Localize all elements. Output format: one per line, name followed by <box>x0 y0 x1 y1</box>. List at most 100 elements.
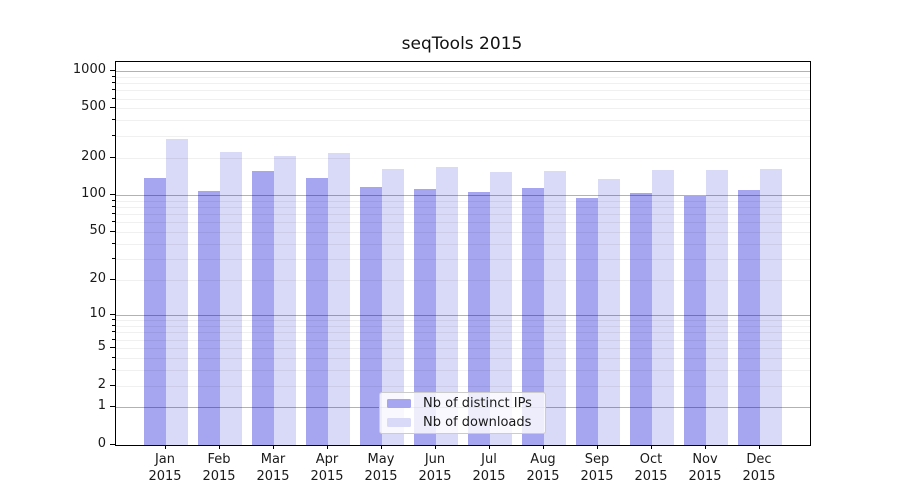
y-gridline-minor <box>116 222 810 224</box>
y-axis-tick-label: 2 <box>97 376 106 392</box>
y-axis-tick-label: 1 <box>97 398 106 414</box>
grid-layer <box>116 62 810 445</box>
y-gridline-major <box>116 315 810 317</box>
y-axis-minor-tick <box>112 206 115 208</box>
y-gridline-minor <box>116 243 810 245</box>
y-gridline-minor <box>116 98 810 100</box>
legend-item-distinct-ips: Nb of distinct IPs <box>387 396 537 412</box>
x-axis-tick <box>489 445 490 449</box>
x-axis-year: 2015 <box>364 469 398 484</box>
x-axis-year: 2015 <box>634 469 668 484</box>
legend-item-downloads: Nb of downloads <box>387 415 537 431</box>
y-axis-minor-tick <box>112 135 115 136</box>
x-axis-tick-label: Jan 2015 <box>138 451 192 485</box>
x-axis-tick-label: Feb 2015 <box>192 451 246 485</box>
bar-downloads-oct <box>652 170 674 445</box>
y-axis-minor-tick <box>112 258 115 260</box>
y-axis-tick-label: 100 <box>81 186 106 202</box>
x-axis-tick-label: Apr 2015 <box>300 451 354 485</box>
x-axis-year: 2015 <box>688 469 722 484</box>
y-axis-tick-label: 20 <box>89 271 106 287</box>
y-gridline-minor <box>116 326 810 328</box>
y-axis-tick-label: 200 <box>81 148 106 164</box>
y-gridline-minor <box>116 83 810 85</box>
y-gridline-minor <box>116 357 810 359</box>
x-axis-year: 2015 <box>256 469 290 484</box>
legend-label-distinct-ips: Nb of distinct IPs <box>423 395 532 411</box>
bars-layer <box>116 62 810 445</box>
bar-downloads-nov <box>706 170 728 445</box>
y-gridline-minor <box>116 108 810 110</box>
y-axis-tick-label: 0 <box>97 436 106 451</box>
y-gridline-minor <box>116 214 810 216</box>
y-axis-minor-tick <box>112 199 115 201</box>
y-axis-minor-tick <box>112 338 115 340</box>
y-axis-tick <box>110 69 115 71</box>
x-axis-tick <box>219 445 220 449</box>
y-gridline-minor <box>116 232 810 234</box>
y-axis-minor-tick <box>112 319 115 321</box>
y-gridline-minor <box>116 157 810 159</box>
y-gridline-minor <box>116 280 810 282</box>
x-axis-tick-label: Dec 2015 <box>732 451 786 485</box>
bar-distinct-ips-jun <box>414 189 436 445</box>
x-axis-tick-label: May 2015 <box>354 451 408 485</box>
bar-distinct-ips-sep <box>576 198 598 445</box>
y-gridline-minor <box>116 90 810 92</box>
chart-title: seqTools 2015 <box>401 34 523 54</box>
legend: Nb of distinct IPs Nb of downloads <box>379 392 546 434</box>
bar-downloads-dec <box>760 169 782 445</box>
legend-swatch-downloads <box>387 418 411 427</box>
bar-distinct-ips-feb <box>198 191 220 445</box>
x-axis-tick <box>705 445 706 449</box>
x-axis-tick <box>273 445 274 449</box>
bar-distinct-ips-apr <box>306 177 328 445</box>
x-axis-tick <box>543 445 544 449</box>
x-axis-tick <box>327 445 328 449</box>
y-gridline-minor <box>116 369 810 371</box>
x-axis-month: May <box>367 452 395 467</box>
bar-distinct-ips-may <box>360 187 382 445</box>
bar-distinct-ips-mar <box>252 171 274 445</box>
bar-downloads-sep <box>598 178 620 445</box>
y-axis-tick <box>110 406 115 408</box>
y-axis-minor-tick <box>112 97 115 99</box>
bar-downloads-jan <box>166 138 188 445</box>
y-axis-tick <box>110 279 115 281</box>
y-gridline-minor <box>116 259 810 261</box>
bar-distinct-ips-oct <box>630 192 652 445</box>
bar-downloads-may <box>382 168 404 445</box>
bar-downloads-jun <box>436 166 458 445</box>
x-axis-year: 2015 <box>148 469 182 484</box>
y-axis-minor-tick <box>112 221 115 223</box>
x-axis-year: 2015 <box>472 469 506 484</box>
bar-downloads-jul <box>490 171 512 445</box>
y-gridline-minor <box>116 339 810 341</box>
y-axis-tick <box>110 194 115 196</box>
legend-label-downloads: Nb of downloads <box>423 414 532 430</box>
y-axis-minor-tick <box>112 325 115 327</box>
y-axis-minor-tick <box>112 82 115 84</box>
y-gridline-minor <box>116 136 810 137</box>
x-axis-month: Oct <box>639 452 663 467</box>
x-axis-tick-label: Jul 2015 <box>462 451 516 485</box>
x-axis-year: 2015 <box>742 469 776 484</box>
x-axis-month: Dec <box>746 452 772 467</box>
x-axis-year: 2015 <box>418 469 452 484</box>
y-gridline-minor <box>116 332 810 334</box>
y-axis-minor-tick <box>112 331 115 333</box>
bar-downloads-feb <box>220 151 242 445</box>
x-axis-year: 2015 <box>580 469 614 484</box>
x-axis-month: Jan <box>154 452 176 467</box>
x-axis-tick-label: Nov 2015 <box>678 451 732 485</box>
y-axis-tick-label: 1000 <box>72 61 106 77</box>
x-axis-tick-label: Jun 2015 <box>408 451 462 485</box>
y-gridline-minor <box>116 76 810 78</box>
x-axis-month: Aug <box>530 452 556 467</box>
x-axis-month: Jul <box>481 452 497 467</box>
bar-distinct-ips-dec <box>738 190 760 445</box>
x-axis-tick <box>381 445 382 449</box>
x-axis-tick <box>759 445 760 449</box>
y-axis-minor-tick <box>112 213 115 215</box>
